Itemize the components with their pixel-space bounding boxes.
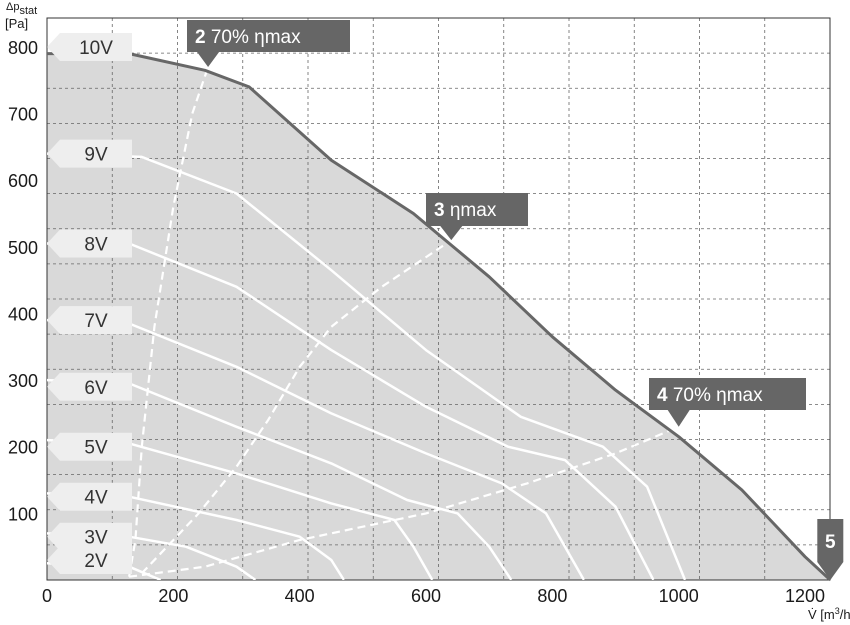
- operating-point-4-label: 4 70% ηmax: [657, 385, 763, 406]
- x-tick-label: 1000: [659, 586, 699, 606]
- voltage-tag-shape: [47, 522, 132, 551]
- operating-point-3-callout: [426, 193, 528, 241]
- voltage-tag-7V: 7V: [47, 306, 132, 335]
- y-tick-label: 300: [8, 371, 38, 391]
- grid: [47, 18, 830, 580]
- x-tick-label: 600: [411, 586, 441, 606]
- operating-point-tags: 2 70% ηmax 3 ηmax 4 70% ηmax 5: [187, 20, 844, 580]
- voltage-tag-shape: [47, 372, 132, 401]
- operating-point-5-callout: [817, 519, 844, 580]
- voltage-curve-9V: [47, 152, 687, 580]
- operating-area: [47, 53, 830, 580]
- y-tick-label: 800: [8, 38, 38, 58]
- voltage-tag-shape: [47, 306, 132, 335]
- voltage-tag-label: 2V: [84, 551, 108, 572]
- x-tick-label: 800: [537, 586, 567, 606]
- x-tick-label: 400: [285, 586, 315, 606]
- y-tick-label: 200: [8, 438, 38, 458]
- plot-border: [46, 17, 831, 581]
- voltage-tag-label: 5V: [84, 438, 108, 459]
- voltage-curve-7V: [47, 318, 585, 580]
- voltage-tag-8V: 8V: [47, 229, 132, 258]
- y-tick-label: 600: [8, 171, 38, 191]
- voltage-tag-10V: 10V: [47, 32, 132, 61]
- voltage-tag-label: 8V: [84, 235, 108, 256]
- voltage-tag-label: 9V: [84, 145, 108, 166]
- voltage-tag-label: 6V: [84, 378, 108, 399]
- voltage-tag-shape: [47, 139, 132, 168]
- y-axis-title: Δpstat: [6, 1, 37, 17]
- voltage-tag-9V: 9V: [47, 139, 132, 168]
- voltage-tag-label: 3V: [84, 528, 108, 549]
- voltage-tag-shape: [47, 32, 132, 61]
- operating-point-2-callout: [187, 20, 350, 67]
- x-tick-label: 1200: [785, 586, 825, 606]
- voltage-tag-shape: [47, 229, 132, 258]
- voltage-tag-2V: 2V: [47, 546, 132, 575]
- voltage-tag-label: 7V: [84, 311, 108, 332]
- voltage-tag-6V: 6V: [47, 372, 132, 401]
- voltage-tag-5V: 5V: [47, 432, 132, 461]
- voltage-tag-label: 4V: [84, 488, 108, 509]
- max-voltage-curve: [47, 52, 832, 582]
- operating-point-5-number: 5: [825, 532, 836, 553]
- y-tick-label: 700: [8, 105, 38, 125]
- x-tick-label: 200: [158, 586, 188, 606]
- y-tick-label: 400: [8, 304, 38, 324]
- efficiency-line-3: [141, 239, 452, 575]
- efficiency-line-2: [128, 66, 210, 577]
- y-tick-label: 500: [8, 238, 38, 258]
- efficiency-line-4: [128, 425, 680, 578]
- y-axis-unit: [Pa]: [5, 16, 28, 31]
- voltage-tag-shape: [47, 432, 132, 461]
- voltage-tag-shape: [47, 482, 132, 511]
- x-tick-label: 0: [42, 586, 52, 606]
- y-tick-label: 100: [8, 504, 38, 524]
- x-axis-title: V̇ [m3/h]: [808, 606, 850, 622]
- operating-point-2-label: 2 70% ηmax: [195, 27, 301, 48]
- voltage-tag-4V: 4V: [47, 482, 132, 511]
- voltage-tag-3V: 3V: [47, 522, 132, 551]
- operating-point-3-label: 3 ηmax: [434, 200, 497, 221]
- voltage-tag-shape: [47, 546, 132, 575]
- operating-point-4-callout: [649, 378, 806, 427]
- voltage-curve-8V: [47, 242, 655, 580]
- voltage-tag-label: 10V: [79, 38, 113, 59]
